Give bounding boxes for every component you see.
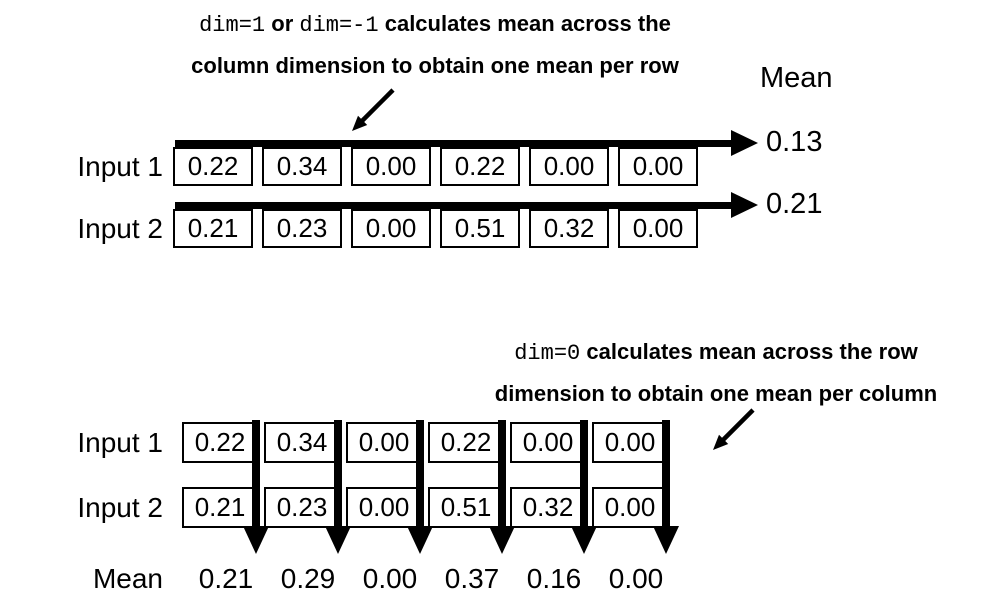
column-mean-value: 0.21 bbox=[198, 563, 254, 594]
row-label: Input 1 bbox=[77, 427, 163, 458]
value-cell: 0.00 bbox=[529, 147, 609, 186]
arrowhead-icon bbox=[731, 192, 758, 218]
top-annotation-rest: calculates mean across the bbox=[384, 11, 671, 36]
value-cell: 0.22 bbox=[173, 147, 253, 186]
bottom-annotation-line1: dim=0 calculates mean across the row bbox=[440, 332, 992, 374]
row-label: Input 2 bbox=[77, 492, 163, 523]
value-boxes: 0.21 0.23 0.00 0.51 0.32 0.00 bbox=[182, 487, 668, 528]
annotation-arrow-bottom-icon bbox=[713, 408, 755, 450]
bottom-annotation-rest: calculates mean across the row bbox=[586, 339, 918, 364]
value-cell: 0.32 bbox=[529, 209, 609, 248]
row-mean-arrow-icon bbox=[175, 192, 758, 218]
value-cell: 0.00 bbox=[592, 422, 668, 463]
arrowhead-icon bbox=[489, 526, 515, 554]
value-cell: 0.22 bbox=[428, 422, 504, 463]
value-cell: 0.32 bbox=[510, 487, 586, 528]
value-cell: 0.34 bbox=[262, 147, 342, 186]
arrowhead-icon bbox=[243, 526, 269, 554]
top-annotation-line2: column dimension to obtain one mean per … bbox=[191, 53, 679, 78]
bottom-grid: Input 1 0.22 0.34 0.00 0.22 0.00 0.00 In… bbox=[0, 420, 998, 616]
value-cell: 0.51 bbox=[428, 487, 504, 528]
bottom-annotation-line2: dimension to obtain one mean per column bbox=[494, 381, 938, 406]
code-dim1: dim=1 bbox=[199, 13, 266, 38]
value-cell: 0.00 bbox=[351, 209, 431, 248]
row-mean-arrow-icon bbox=[175, 130, 758, 156]
column-mean-value: 0.29 bbox=[280, 563, 336, 594]
annotation-arrow-top-icon bbox=[352, 88, 395, 131]
arrowhead-icon bbox=[731, 130, 758, 156]
column-mean-arrow-icon bbox=[416, 420, 424, 530]
value-cell: 0.00 bbox=[510, 422, 586, 463]
value-cell: 0.23 bbox=[262, 209, 342, 248]
value-cell: 0.22 bbox=[440, 147, 520, 186]
bottom-annotation: dim=0 calculates mean across the row dim… bbox=[440, 332, 992, 414]
top-annotation-line1: dim=1 or dim=-1 calculates mean across t… bbox=[150, 4, 720, 46]
column-mean-arrow-icon bbox=[498, 420, 506, 530]
row-mean-value: 0.21 bbox=[766, 188, 823, 220]
row-label: Input 1 bbox=[77, 151, 163, 182]
column-mean-value: 0.16 bbox=[526, 563, 582, 594]
arrowhead-icon bbox=[407, 526, 433, 554]
input-row-1-top: Input 1 0.22 0.34 0.00 0.22 0.00 0.00 0.… bbox=[0, 126, 998, 187]
column-mean-arrow-icon bbox=[252, 420, 260, 530]
column-mean-value: 0.00 bbox=[608, 563, 664, 594]
value-boxes: 0.22 0.34 0.00 0.22 0.00 0.00 bbox=[182, 422, 668, 463]
column-mean-value: 0.37 bbox=[444, 563, 500, 594]
top-annotation-conj: or bbox=[271, 11, 294, 36]
column-mean-arrow-icon bbox=[580, 420, 588, 530]
value-cell: 0.51 bbox=[440, 209, 520, 248]
value-cell: 0.21 bbox=[182, 487, 258, 528]
code-dim-neg1: dim=-1 bbox=[299, 13, 379, 38]
value-cell: 0.23 bbox=[264, 487, 340, 528]
arrowhead-icon bbox=[571, 526, 597, 554]
input-row-2-top: Input 2 0.21 0.23 0.00 0.51 0.32 0.00 0.… bbox=[0, 188, 998, 249]
value-boxes: 0.22 0.34 0.00 0.22 0.00 0.00 bbox=[173, 130, 758, 186]
value-boxes: 0.21 0.23 0.00 0.51 0.32 0.00 bbox=[173, 192, 758, 248]
code-dim0: dim=0 bbox=[514, 341, 581, 366]
mean-column-header: Mean bbox=[760, 62, 833, 94]
value-cell: 0.22 bbox=[182, 422, 258, 463]
value-cell: 0.00 bbox=[618, 147, 698, 186]
top-annotation: dim=1 or dim=-1 calculates mean across t… bbox=[150, 4, 720, 86]
value-cell: 0.34 bbox=[264, 422, 340, 463]
value-cell: 0.00 bbox=[618, 209, 698, 248]
arrowhead-icon bbox=[325, 526, 351, 554]
row-label: Input 2 bbox=[77, 213, 163, 244]
column-mean-arrow-icon bbox=[662, 420, 670, 530]
value-cell: 0.00 bbox=[351, 147, 431, 186]
value-cell: 0.00 bbox=[592, 487, 668, 528]
value-cell: 0.00 bbox=[346, 487, 422, 528]
value-cell: 0.21 bbox=[173, 209, 253, 248]
column-mean-value: 0.00 bbox=[362, 563, 418, 594]
column-mean-arrow-icon bbox=[334, 420, 342, 530]
arrowhead-icon bbox=[653, 526, 679, 554]
value-cell: 0.00 bbox=[346, 422, 422, 463]
row-mean-value: 0.13 bbox=[766, 126, 823, 158]
mean-row-label: Mean bbox=[92, 563, 163, 594]
